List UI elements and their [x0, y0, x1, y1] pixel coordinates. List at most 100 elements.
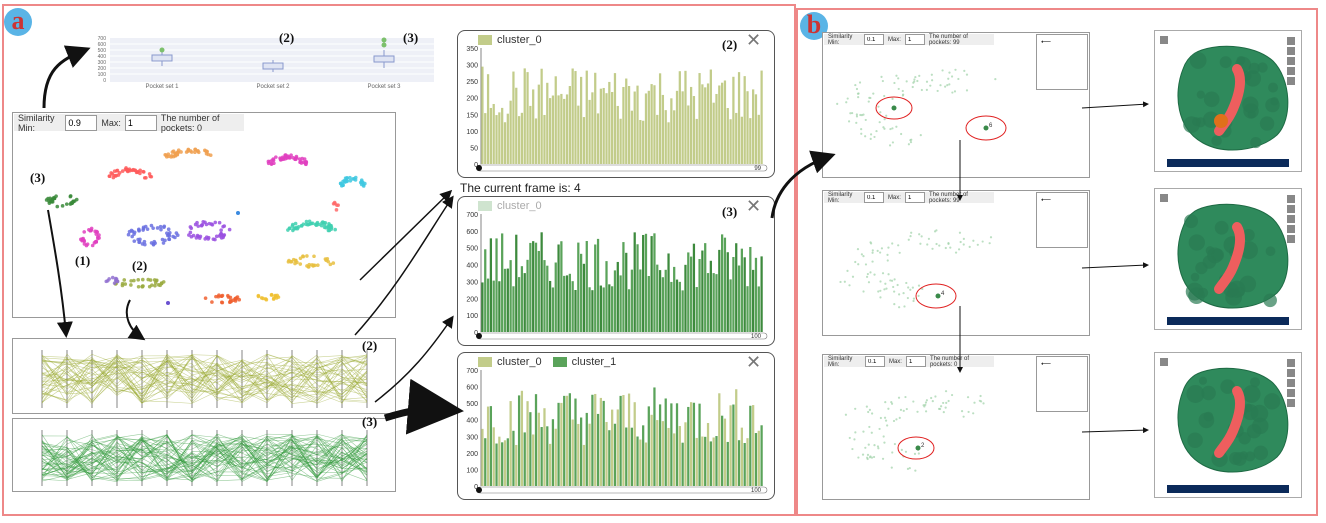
- pockets-count: The number of pockets: 0: [929, 355, 969, 368]
- view-toggle-icon[interactable]: [1160, 36, 1168, 44]
- b-side-box: [1036, 34, 1088, 90]
- hist-bar: [554, 262, 557, 332]
- frame-slider[interactable]: [476, 332, 768, 340]
- slider-handle[interactable]: [476, 487, 482, 493]
- sim-min-input[interactable]: [863, 192, 884, 203]
- hist-bar: [701, 84, 704, 164]
- hist-bar: [571, 281, 574, 332]
- close-icon[interactable]: ✕: [746, 352, 762, 372]
- viewer-status-bar: [1167, 485, 1289, 493]
- b-scatter-point: [940, 405, 943, 408]
- scatter-point: [334, 208, 339, 212]
- hist-bar: [537, 84, 540, 164]
- surface-bump: [1263, 393, 1281, 410]
- scatter-point: [289, 153, 293, 157]
- cluster-scatter-panel: [12, 112, 396, 318]
- b-scatter-point: [873, 273, 876, 276]
- tool-icon[interactable]: [1287, 37, 1295, 45]
- hist-bar: [616, 409, 619, 486]
- tool-icon[interactable]: [1287, 225, 1295, 233]
- view-toggle-icon[interactable]: [1160, 358, 1168, 366]
- pc-label-3: (3): [362, 414, 378, 429]
- tool-icon[interactable]: [1287, 235, 1295, 243]
- hist-bar: [520, 390, 524, 486]
- hist-bar: [506, 268, 509, 332]
- max-input[interactable]: [904, 192, 925, 203]
- tool-icon[interactable]: [1287, 47, 1295, 55]
- scatter-point: [286, 228, 290, 232]
- boxplot-cat-2: Pocket set 2: [256, 84, 290, 90]
- close-icon[interactable]: ✕: [746, 196, 762, 216]
- hist-bar: [633, 232, 636, 332]
- hist-ytick: 500: [466, 401, 478, 408]
- slider-handle[interactable]: [476, 333, 482, 339]
- selected-point[interactable]: [935, 293, 941, 299]
- tool-icon[interactable]: [1287, 359, 1295, 367]
- tool-icon[interactable]: [1287, 77, 1295, 85]
- slider-handle[interactable]: [476, 165, 482, 171]
- max-input[interactable]: [904, 34, 925, 45]
- hist-bar: [681, 91, 684, 164]
- hist-bar: [726, 441, 729, 486]
- hist-bar: [715, 436, 718, 486]
- max-input[interactable]: [124, 114, 157, 131]
- hist-bar: [532, 434, 535, 486]
- b-scatter-point: [917, 284, 921, 287]
- tool-icon[interactable]: [1287, 215, 1295, 223]
- pc-line: [41, 357, 368, 400]
- hist-bar: [644, 93, 648, 164]
- scatter-point: [50, 200, 55, 204]
- panel-a-border: [2, 4, 796, 516]
- hist-bar: [619, 118, 622, 164]
- pc-line: [41, 355, 368, 404]
- tool-icon[interactable]: [1287, 369, 1295, 377]
- scatter-point: [227, 227, 232, 232]
- b-scatter-point: [924, 410, 928, 413]
- sim-min-input[interactable]: [863, 34, 884, 45]
- selected-point[interactable]: [915, 445, 921, 451]
- max-input[interactable]: [905, 356, 926, 367]
- selected-point[interactable]: [891, 105, 897, 111]
- close-icon[interactable]: ✕: [746, 30, 762, 50]
- tool-icon[interactable]: [1287, 399, 1295, 407]
- surface-bump: [1205, 246, 1215, 255]
- tool-icon[interactable]: [1287, 205, 1295, 213]
- hist-bar: [486, 278, 490, 332]
- hist-bar: [757, 286, 760, 332]
- b-scatter-point: [865, 405, 868, 408]
- b-scatter-point: [846, 269, 849, 272]
- pc-line: [41, 354, 368, 403]
- selected-point[interactable]: [983, 125, 989, 131]
- point-label: 4: [941, 291, 945, 297]
- surface-bump: [1265, 97, 1280, 113]
- sim-min-input[interactable]: [864, 356, 885, 367]
- surface-bump: [1203, 91, 1220, 108]
- hist-bar: [712, 437, 715, 486]
- tool-icon[interactable]: [1287, 67, 1295, 75]
- tool-icon[interactable]: [1287, 195, 1295, 203]
- tool-icon[interactable]: [1287, 389, 1295, 397]
- hist-bar: [721, 82, 724, 164]
- b-scatter-point: [950, 393, 954, 397]
- b-scatter-point: [924, 403, 927, 406]
- hist-bar: [712, 273, 715, 332]
- frame-slider[interactable]: [476, 486, 768, 494]
- scatter-point: [146, 277, 151, 282]
- hist-bar: [489, 406, 493, 486]
- hist-bar: [523, 68, 526, 164]
- hist-bar: [653, 85, 656, 164]
- hist-bar: [580, 417, 583, 486]
- tool-icon[interactable]: [1287, 57, 1295, 65]
- surface-bump: [1183, 116, 1200, 134]
- frame-slider[interactable]: [476, 164, 768, 172]
- scatter-point: [138, 168, 142, 173]
- surface-bump: [1253, 445, 1269, 461]
- scatter-point: [107, 174, 112, 178]
- scatter-point: [259, 296, 264, 300]
- boxplot-cat-1: Pocket set 1: [145, 84, 179, 90]
- hist-bar: [574, 398, 577, 486]
- tool-icon[interactable]: [1287, 379, 1295, 387]
- sim-min-input[interactable]: [65, 114, 98, 131]
- view-toggle-icon[interactable]: [1160, 194, 1168, 202]
- surface-bump: [1246, 423, 1262, 439]
